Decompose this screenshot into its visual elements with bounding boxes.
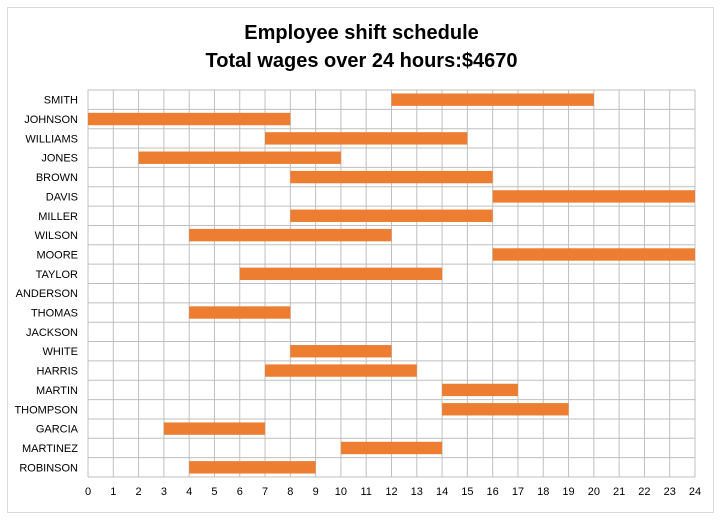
category-label: WHITE [43, 346, 78, 358]
x-tick-label: 20 [588, 486, 600, 498]
category-label: MARTIN [36, 385, 78, 397]
shift-bar [442, 403, 569, 416]
x-tick-label: 18 [537, 486, 549, 498]
x-tick-label: 0 [85, 486, 91, 498]
x-tick-label: 19 [562, 486, 574, 498]
shift-bar [265, 132, 468, 145]
category-label: THOMPSON [14, 404, 78, 416]
category-label: MARTINEZ [22, 443, 78, 455]
category-label: TAYLOR [36, 269, 78, 281]
shift-bar [189, 228, 392, 242]
category-label: GARCIA [36, 424, 79, 436]
category-label: JACKSON [26, 327, 78, 339]
x-tick-label: 23 [664, 486, 676, 498]
x-tick-label: 21 [613, 486, 625, 498]
category-label: JOHNSON [24, 114, 78, 126]
category-label: JONES [41, 153, 78, 165]
shift-bar [189, 461, 316, 474]
chart-subtitle: Total wages over 24 hours:$4670 [205, 50, 518, 72]
shift-bar [138, 151, 341, 164]
x-tick-label: 13 [411, 486, 423, 498]
category-label: SMITH [44, 95, 78, 107]
shift-bar [290, 345, 392, 358]
x-tick-label: 7 [262, 486, 268, 498]
shift-bar [340, 441, 443, 455]
shift-bar [391, 93, 594, 106]
x-tick-label: 4 [186, 486, 192, 498]
category-label: MILLER [38, 211, 78, 223]
category-label: BROWN [36, 172, 78, 184]
category-label: HARRIS [36, 366, 78, 378]
x-tick-label: 8 [287, 486, 293, 498]
x-tick-label: 22 [638, 486, 650, 498]
x-tick-label: 10 [335, 486, 347, 498]
shift-bar [290, 209, 493, 222]
x-tick-label: 2 [136, 486, 142, 498]
x-tick-label: 16 [487, 486, 499, 498]
category-label: WILLIAMS [25, 133, 78, 145]
shift-bar [492, 190, 695, 203]
shift-bar [492, 248, 695, 261]
shift-bar [239, 267, 443, 281]
x-tick-label: 15 [461, 486, 473, 498]
x-tick-label: 11 [360, 486, 371, 498]
category-label: DAVIS [46, 191, 78, 203]
shift-bar [442, 383, 518, 397]
shift-bar [88, 112, 291, 126]
x-tick-label: 5 [211, 486, 217, 498]
chart-title: Employee shift schedule [244, 22, 479, 44]
x-tick-label: 12 [385, 486, 397, 498]
category-label: ANDERSON [16, 288, 78, 300]
category-label: THOMAS [31, 308, 78, 320]
shift-bar [290, 170, 493, 184]
x-tick-label: 6 [237, 486, 243, 498]
category-label: MOORE [36, 249, 78, 261]
category-label: ROBINSON [19, 462, 78, 474]
category-label: WILSON [35, 230, 78, 242]
x-tick-label: 1 [110, 486, 116, 498]
x-tick-label: 3 [161, 486, 167, 498]
shift-bar [265, 364, 417, 377]
x-tick-label: 17 [512, 486, 524, 498]
x-tick-label: 24 [689, 486, 701, 498]
shift-bar [189, 306, 291, 319]
shift-bar [163, 422, 266, 435]
x-tick-label: 9 [313, 486, 319, 498]
x-tick-label: 14 [436, 486, 448, 498]
